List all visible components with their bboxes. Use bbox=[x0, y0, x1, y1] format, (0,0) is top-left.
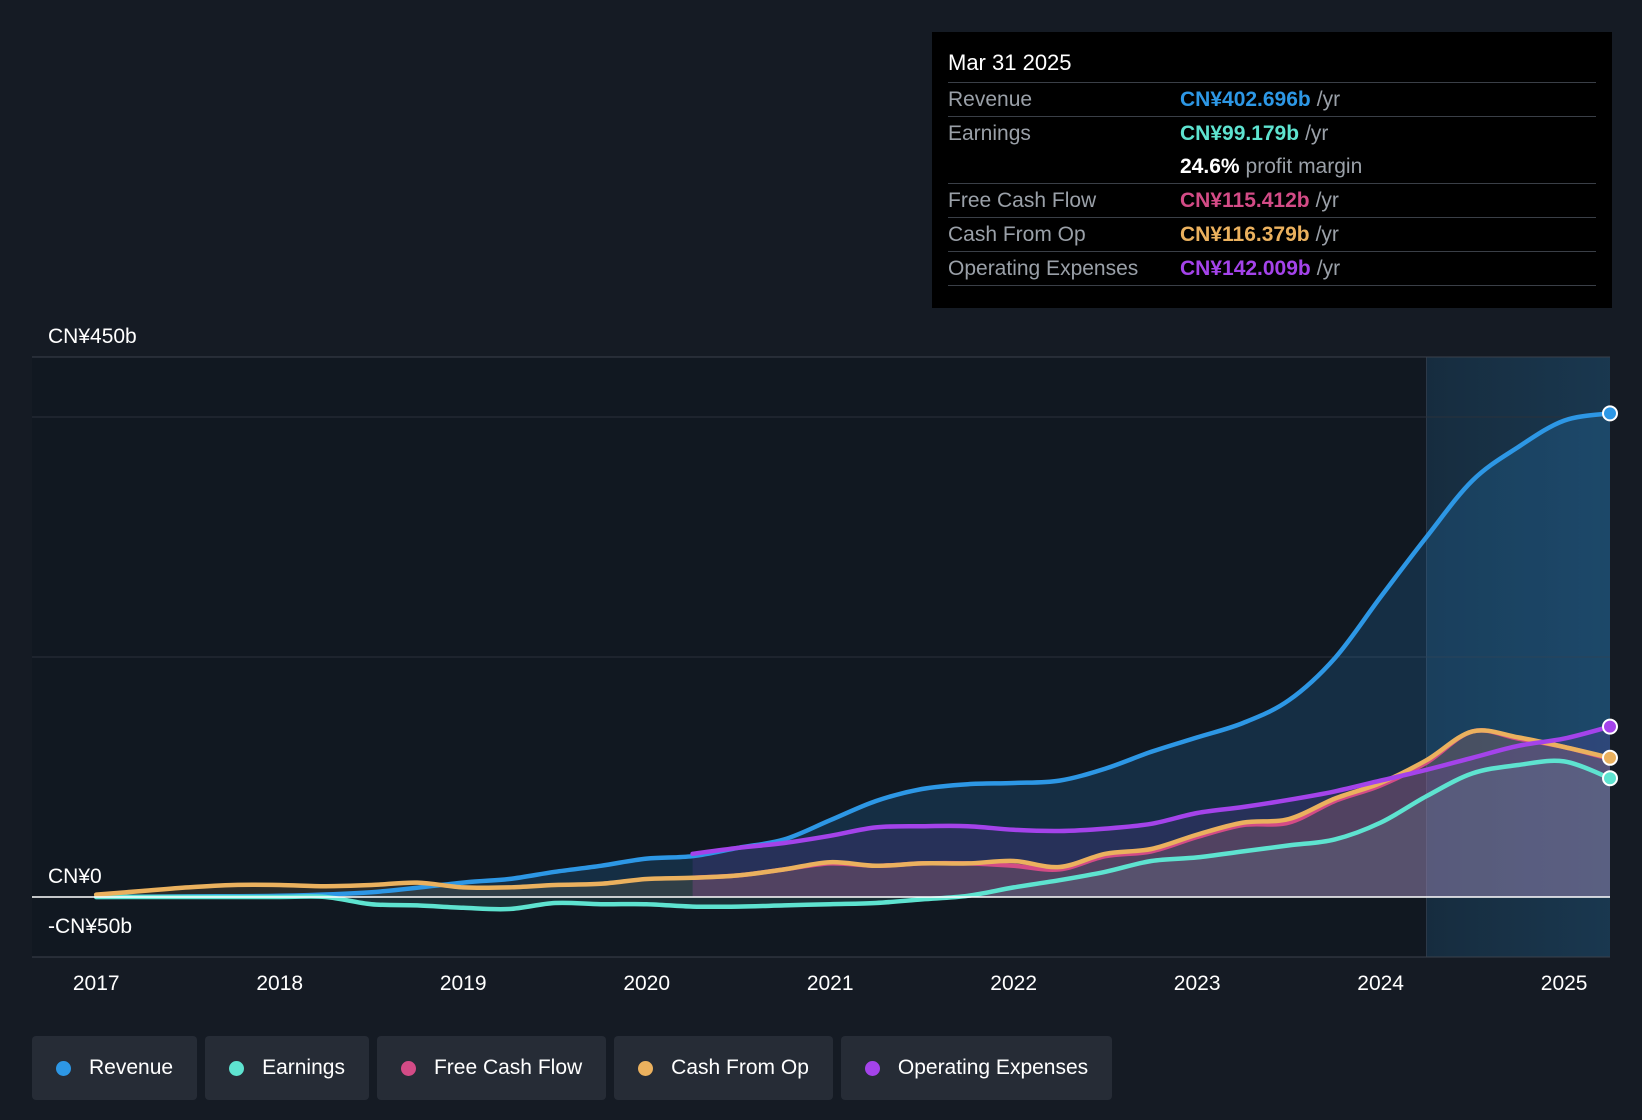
legend-item-earnings[interactable]: Earnings bbox=[205, 1036, 369, 1100]
legend-item-revenue[interactable]: Revenue bbox=[32, 1036, 198, 1100]
tooltip-value: CN¥116.379b bbox=[1180, 223, 1310, 246]
tooltip-unit: /yr bbox=[1316, 88, 1341, 111]
area-revenue bbox=[96, 413, 1611, 897]
tooltip-unit: /yr bbox=[1315, 223, 1339, 246]
legend-label: Cash From Op bbox=[671, 1056, 809, 1079]
end-dot-earnings bbox=[1602, 770, 1618, 787]
tooltip-label: Cash From Op bbox=[948, 223, 1086, 246]
tooltip-label bbox=[948, 150, 1180, 183]
tooltip-row-revenue: Revenue CN¥402.696b /yr bbox=[948, 83, 1596, 117]
tooltip-unit: /yr bbox=[1316, 257, 1341, 280]
tooltip-row-cash-from-op: Cash From Op CN¥116.379b /yr bbox=[948, 218, 1596, 252]
x-tick-label: 2023 bbox=[1174, 972, 1221, 995]
legend-dot-icon bbox=[638, 1060, 654, 1076]
x-tick-label: 2025 bbox=[1541, 972, 1588, 995]
tooltip: Mar 31 2025 Revenue CN¥402.696b /yr Earn… bbox=[932, 32, 1612, 308]
line-earnings bbox=[93, 758, 1613, 912]
legend-label: Earnings bbox=[262, 1056, 345, 1079]
legend-dot-icon bbox=[400, 1060, 416, 1076]
area-free-cash-flow bbox=[692, 730, 1610, 897]
y-axis-labels: CN¥450b CN¥0 -CN¥50b bbox=[48, 325, 137, 938]
legend-dot-icon bbox=[864, 1060, 880, 1076]
legend-label: Free Cash Flow bbox=[433, 1056, 583, 1079]
line-revenue bbox=[93, 411, 1613, 900]
end-dot-revenue bbox=[1602, 405, 1618, 422]
tooltip-row-operating-expenses: Operating Expenses CN¥142.009b /yr bbox=[948, 252, 1596, 286]
x-tick-label: 2019 bbox=[440, 972, 487, 995]
tooltip-label: Revenue bbox=[948, 88, 1033, 111]
line-cash-from-op bbox=[93, 728, 1613, 897]
legend-label: Operating Expenses bbox=[897, 1056, 1089, 1079]
end-dot-cash-from-op bbox=[1602, 749, 1618, 766]
series-areas bbox=[96, 413, 1611, 910]
tooltip-row-earnings: Earnings CN¥99.179b /yr bbox=[948, 117, 1596, 150]
legend-item-cash-from-op[interactable]: Cash From Op bbox=[614, 1036, 833, 1100]
x-tick-label: 2024 bbox=[1357, 972, 1404, 995]
tooltip-unit: profit margin bbox=[1245, 155, 1363, 178]
y-tick-label: CN¥450b bbox=[48, 325, 137, 348]
legend-dot-icon bbox=[229, 1060, 245, 1076]
area-operating-expenses bbox=[692, 726, 1610, 897]
tooltip-value: CN¥142.009b bbox=[1180, 257, 1311, 280]
tooltip-unit: /yr bbox=[1305, 122, 1329, 145]
area-cash-from-op bbox=[96, 730, 1611, 897]
tooltip-value: CN¥99.179b bbox=[1180, 122, 1300, 145]
y-tick-label: CN¥0 bbox=[48, 865, 102, 888]
tooltip-label: Operating Expenses bbox=[948, 257, 1139, 280]
line-operating-expenses bbox=[690, 724, 1613, 857]
legend-dot-icon bbox=[56, 1060, 71, 1076]
x-tick-label: 2021 bbox=[807, 972, 854, 995]
tooltip-row-profit-margin: 24.6% profit margin bbox=[948, 150, 1596, 184]
tooltip-value: 24.6% bbox=[1180, 155, 1240, 178]
tooltip-date: Mar 31 2025 bbox=[948, 44, 1596, 83]
grid-lines bbox=[32, 356, 1610, 958]
end-dot-operating-expenses bbox=[1602, 718, 1618, 735]
x-tick-label: 2018 bbox=[256, 972, 303, 995]
tooltip-value: CN¥402.696b bbox=[1180, 88, 1311, 111]
x-tick-label: 2022 bbox=[990, 972, 1037, 995]
legend-label: Revenue bbox=[89, 1056, 174, 1079]
tooltip-value: CN¥115.412b bbox=[1180, 189, 1310, 212]
x-tick-label: 2020 bbox=[623, 972, 670, 995]
series-lines bbox=[93, 411, 1613, 912]
legend: Revenue Earnings Free Cash Flow Cash Fro… bbox=[32, 1036, 1113, 1100]
tooltip-unit: /yr bbox=[1315, 189, 1339, 212]
x-axis-labels: 2017 2018 2019 2020 2021 2022 2023 2024 2025 bbox=[73, 972, 1588, 995]
tooltip-label: Free Cash Flow bbox=[948, 189, 1097, 212]
tooltip-label: Earnings bbox=[948, 122, 1031, 145]
x-tick-label: 2017 bbox=[73, 972, 120, 995]
tooltip-row-free-cash-flow: Free Cash Flow CN¥115.412b /yr bbox=[948, 184, 1596, 218]
legend-item-free-cash-flow[interactable]: Free Cash Flow bbox=[376, 1036, 607, 1100]
legend-item-operating-expenses[interactable]: Operating Expenses bbox=[840, 1036, 1113, 1100]
area-earnings bbox=[96, 760, 1611, 910]
y-tick-label: -CN¥50b bbox=[48, 915, 132, 938]
series-end-dots bbox=[1602, 405, 1618, 787]
